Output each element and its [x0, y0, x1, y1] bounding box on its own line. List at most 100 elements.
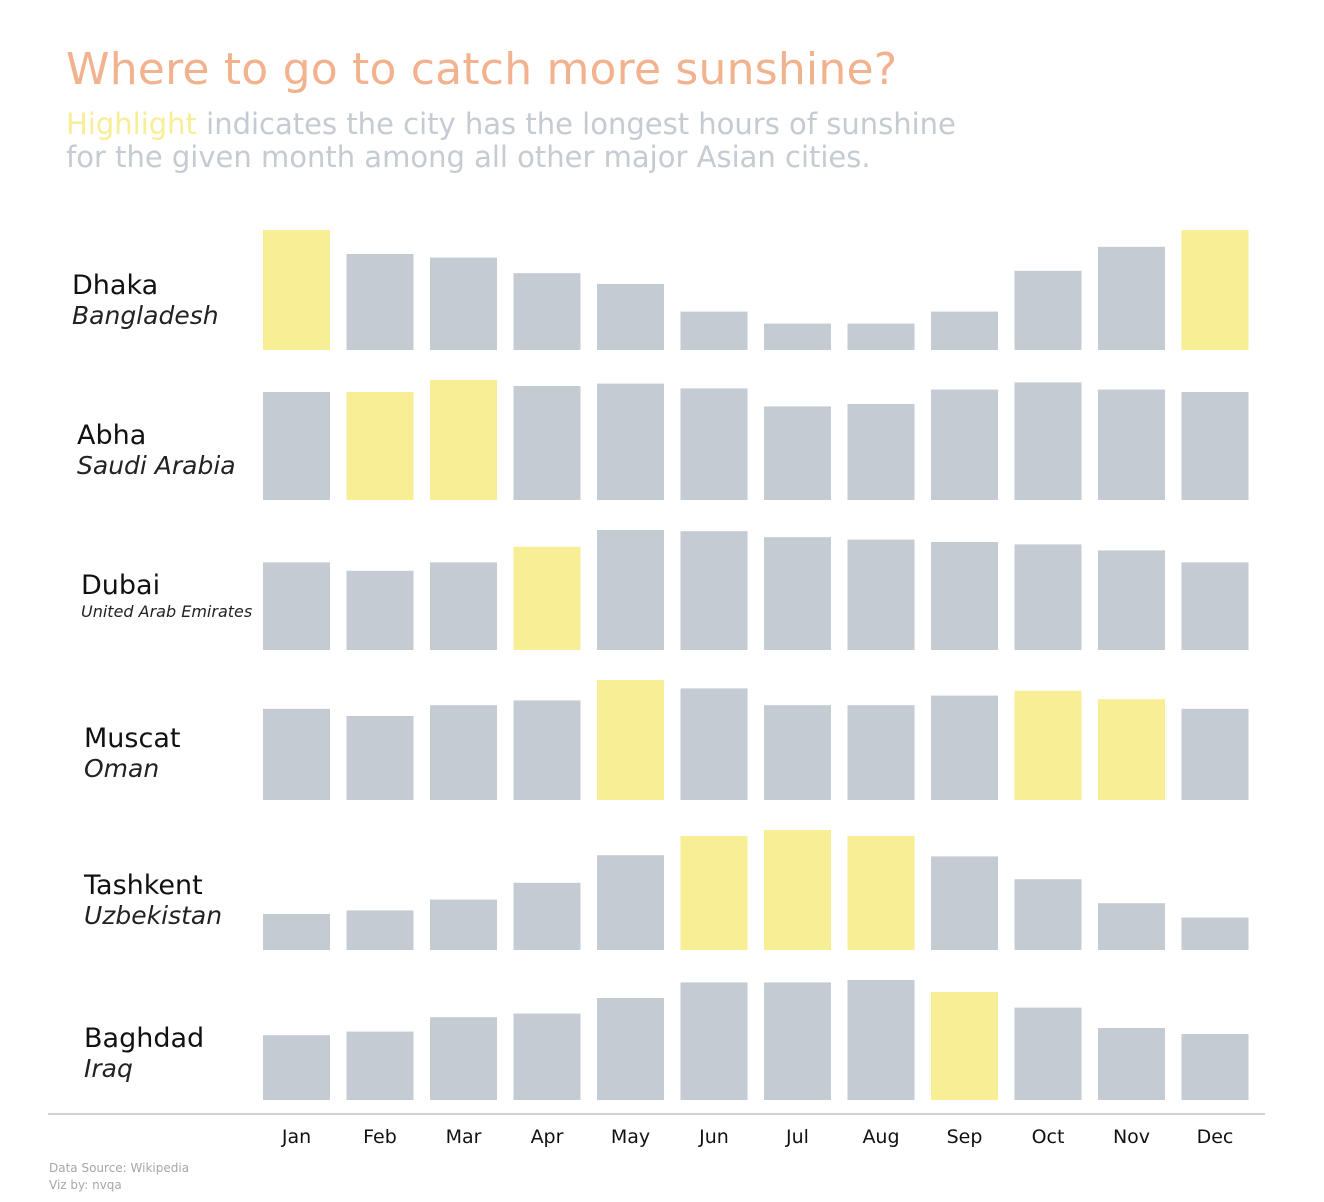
bar-dubai-oct [1014, 544, 1082, 650]
bar-dubai-jan [263, 562, 330, 650]
bar-muscat-jun [680, 688, 748, 800]
bar-tashkent-may [597, 855, 664, 950]
city-name: Baghdad [84, 1023, 205, 1054]
bar-abha-nov [1098, 389, 1165, 500]
city-name: Tashkent [84, 870, 203, 901]
bar-abha-apr [513, 386, 581, 500]
chart-title: Where to go to catch more sunshine? [66, 44, 898, 95]
bar-baghdad-feb [346, 1031, 414, 1100]
bar-baghdad-jan [263, 1035, 330, 1100]
bar-muscat-may [597, 680, 664, 800]
bar-tashkent-jun [680, 836, 748, 950]
x-tick-label-jun: Jun [698, 1126, 729, 1148]
data-source-note: Data Source: Wikipedia [49, 1161, 190, 1175]
bar-dubai-aug [847, 539, 915, 650]
bar-abha-may [597, 383, 664, 500]
x-tick-label-oct: Oct [1032, 1126, 1065, 1148]
bar-baghdad-aug [847, 980, 915, 1100]
bar-dhaka-jun [680, 311, 748, 350]
x-tick-label-aug: Aug [862, 1126, 899, 1148]
city-label-baghdad: Baghdad Iraq [84, 1023, 204, 1083]
bar-abha-jul [764, 406, 831, 500]
bar-dhaka-sep [931, 311, 998, 350]
country-name: Bangladesh [72, 301, 219, 330]
bar-dhaka-apr [513, 273, 581, 350]
chart-subtitle: Highlight indicates the city has the lon… [66, 108, 956, 174]
subtitle-line1-text: indicates the city has the longest hours… [196, 107, 956, 141]
x-tick-label-mar: Mar [446, 1126, 482, 1148]
city-label-dubai: Dubai United Arab Emirates [81, 570, 252, 623]
city-name: Muscat [84, 723, 181, 754]
city-name: Dhaka [72, 270, 159, 301]
x-tick-label-feb: Feb [363, 1126, 397, 1148]
bar-abha-jun [680, 388, 748, 500]
bar-tashkent-nov [1098, 903, 1165, 950]
x-tick-label-dec: Dec [1197, 1126, 1234, 1148]
bar-dhaka-feb [346, 254, 414, 350]
bar-dhaka-jan [263, 230, 330, 350]
x-tick-label-sep: Sep [947, 1126, 983, 1148]
city-name: Abha [77, 420, 147, 451]
bar-abha-dec [1181, 392, 1249, 500]
bar-dubai-nov [1098, 550, 1165, 650]
bar-baghdad-oct [1014, 1007, 1082, 1100]
bar-abha-mar [430, 380, 497, 500]
bar-baghdad-jun [680, 982, 748, 1100]
country-name: Uzbekistan [84, 901, 223, 930]
bar-tashkent-jul [764, 830, 831, 950]
bar-baghdad-jul [764, 982, 831, 1100]
bar-tashkent-jan [263, 914, 330, 950]
bar-dubai-feb [346, 570, 414, 650]
bar-dhaka-mar [430, 257, 497, 350]
bar-dhaka-jul [764, 323, 831, 350]
bar-dubai-jul [764, 537, 831, 650]
bar-abha-jan [263, 392, 330, 500]
subtitle-highlight-word: Highlight [66, 107, 197, 141]
bar-baghdad-sep [931, 992, 998, 1100]
bar-abha-sep [931, 389, 998, 500]
bar-baghdad-mar [430, 1017, 497, 1100]
bar-dubai-may [597, 530, 664, 650]
bar-muscat-sep [931, 695, 998, 800]
country-name: Saudi Arabia [77, 451, 236, 480]
city-label-muscat: Muscat Oman [84, 723, 180, 783]
credit-note: Viz by: nvqa [49, 1178, 122, 1192]
bar-dhaka-nov [1098, 246, 1165, 350]
x-tick-label-may: May [611, 1126, 650, 1148]
bar-dhaka-oct [1014, 270, 1082, 350]
bar-abha-oct [1014, 382, 1082, 500]
bar-dubai-apr [513, 546, 581, 650]
bar-muscat-nov [1098, 699, 1165, 800]
country-name: Iraq [84, 1054, 133, 1083]
bar-dubai-jun [680, 531, 748, 650]
bar-baghdad-dec [1181, 1034, 1249, 1100]
city-label-abha: Abha Saudi Arabia [77, 420, 236, 480]
bar-tashkent-dec [1181, 917, 1249, 950]
footer: Data Source: Wikipedia Viz by: nvqa [49, 1160, 189, 1194]
bar-dhaka-may [597, 284, 664, 350]
bar-dubai-dec [1181, 562, 1249, 650]
city-label-tashkent: Tashkent Uzbekistan [84, 870, 222, 930]
bar-muscat-dec [1181, 708, 1249, 800]
bar-tashkent-oct [1014, 879, 1082, 950]
bar-baghdad-may [597, 998, 664, 1100]
bar-tashkent-mar [430, 899, 497, 950]
bar-muscat-feb [346, 716, 414, 800]
bar-tashkent-aug [847, 836, 915, 950]
x-tick-label-jan: Jan [281, 1126, 311, 1148]
bar-tashkent-feb [346, 910, 414, 950]
bar-tashkent-apr [513, 882, 581, 950]
bar-dhaka-aug [847, 323, 915, 350]
city-label-dhaka: Dhaka Bangladesh [72, 270, 219, 330]
bar-tashkent-sep [931, 856, 998, 950]
bar-dhaka-dec [1181, 230, 1249, 350]
city-name: Dubai [81, 570, 161, 601]
bar-abha-aug [847, 404, 915, 500]
x-tick-label-apr: Apr [531, 1126, 564, 1148]
bar-muscat-apr [513, 700, 581, 800]
bar-dubai-mar [430, 562, 497, 650]
x-tick-label-nov: Nov [1113, 1126, 1150, 1148]
bar-baghdad-nov [1098, 1028, 1165, 1100]
x-tick-label-jul: Jul [785, 1126, 809, 1148]
